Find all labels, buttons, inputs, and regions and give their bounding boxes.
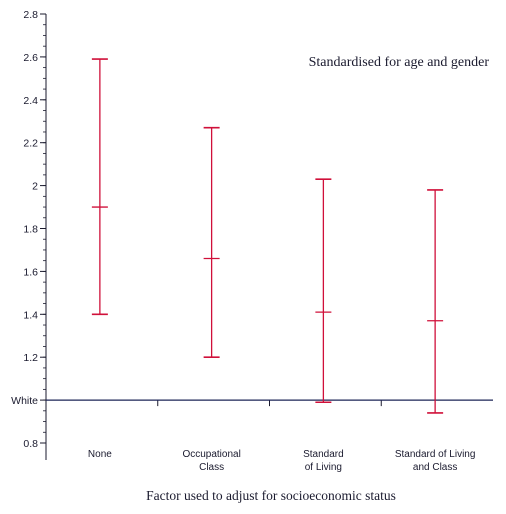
category-label: None [88,449,112,460]
category-label: of Living [305,462,342,473]
y-tick-label: 1.8 [23,224,38,236]
x-axis-label: Factor used to adjust for socioeconomic … [146,488,396,503]
error-bar [91,58,108,316]
category-labels: None Occupational Class Standard of Living St… [88,449,476,473]
error-bar [203,126,220,359]
category-label: Occupational [182,449,240,460]
error-bar [315,178,332,404]
y-tick-label: 1.4 [23,309,38,321]
category-label: and Class [413,462,457,473]
error-bar [427,189,444,414]
y-tick-label: 1.2 [23,352,38,364]
category-label: Class [199,462,224,473]
category-label: Standard [303,449,344,460]
y-tick-label: 2.8 [23,9,38,21]
y-tick-label: 2 [32,181,38,193]
error-bars [91,58,444,414]
x-axis [157,400,382,407]
y-axis: 0.8 White 1.2 1.4 1.6 1.8 2 2.2 2.4 2.6 2.8 [11,9,47,460]
annotation-text: Standardised for age and gender [309,55,490,70]
y-tick-label: White [11,395,38,407]
y-tick-label: 1.6 [23,266,38,278]
y-tick-label: 2.4 [23,95,38,107]
y-tick-label: 2.2 [23,138,38,150]
category-label: Standard of Living [395,449,476,460]
y-tick-label: 2.6 [23,52,38,64]
y-tick-label: 0.8 [23,438,38,450]
